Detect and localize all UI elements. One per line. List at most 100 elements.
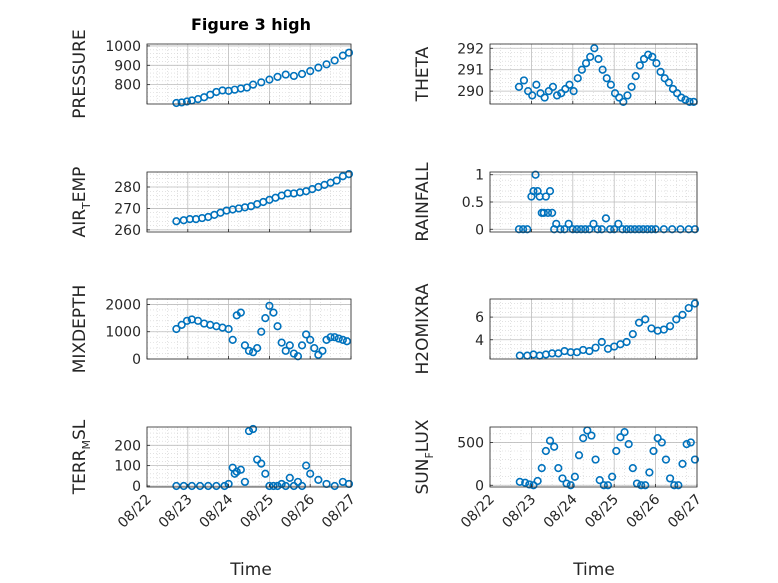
data-point [672, 315, 681, 324]
series-markers [172, 301, 352, 361]
data-point [649, 446, 658, 456]
data-point [622, 337, 631, 347]
data-point [265, 481, 274, 491]
data-point [261, 313, 270, 323]
data-point [647, 225, 656, 234]
data-point [177, 98, 186, 107]
data-point [297, 341, 307, 350]
data-point [232, 467, 241, 476]
data-point [523, 87, 533, 96]
y-tick-label: 800 [114, 78, 141, 94]
y-axis-label: PRESSURE [70, 29, 90, 118]
data-point [630, 225, 640, 234]
data-point [628, 329, 637, 339]
data-point [665, 474, 675, 483]
y-tick-label: 0 [132, 479, 141, 495]
axes-box [146, 171, 352, 233]
axes-box [146, 426, 352, 488]
data-point [618, 225, 627, 234]
y-tick-label: 0 [475, 222, 484, 238]
data-point [228, 335, 237, 345]
data-point [610, 225, 619, 234]
data-point [620, 428, 629, 437]
data-point [550, 442, 559, 451]
data-point [635, 61, 644, 70]
data-point [608, 472, 617, 481]
data-point [558, 474, 567, 483]
data-point [539, 208, 548, 218]
series-markers [514, 170, 700, 234]
data-point [543, 208, 553, 218]
x-tick-label: 08/25 [237, 492, 277, 532]
data-point [265, 75, 274, 84]
data-point [531, 170, 540, 179]
subplot-second-right: 0 0.5 1 RAINFALL [413, 162, 700, 242]
data-point [660, 74, 669, 83]
data-point [589, 219, 598, 228]
y-axis-label-main: PRESSURE [70, 29, 90, 118]
data-point [565, 80, 574, 89]
data-point [545, 186, 555, 196]
data-point [523, 225, 532, 234]
series-markers [172, 48, 354, 108]
data-point [626, 225, 635, 234]
data-point [182, 316, 192, 325]
data-point [224, 324, 233, 334]
data-point [576, 225, 586, 234]
data-point [594, 54, 603, 64]
axes-box [489, 43, 698, 105]
grid [146, 44, 352, 105]
data-point [244, 426, 254, 436]
data-point [236, 465, 245, 474]
data-point [302, 461, 311, 470]
data-point [614, 219, 623, 228]
data-point [678, 310, 687, 319]
data-point [172, 217, 181, 226]
data-point [273, 481, 282, 491]
x-tick-label: 08/27 [319, 492, 359, 532]
data-point [179, 481, 188, 491]
y-axis-label-main: H2OMIXRA [413, 283, 433, 374]
y-tick-label: 900 [114, 58, 141, 74]
data-point [577, 65, 587, 74]
x-tick-label: 08/22 [115, 492, 155, 532]
y-axis-label-subscript: M [80, 440, 93, 450]
data-point [595, 476, 604, 485]
data-point [668, 225, 677, 234]
axes-box [146, 43, 352, 105]
data-point [529, 186, 538, 196]
data-point [332, 176, 341, 185]
data-point [273, 72, 282, 82]
data-point [606, 80, 615, 89]
data-point [610, 89, 620, 98]
data-point [297, 481, 307, 491]
y-axis-label-subscript: F [423, 452, 436, 458]
data-point [645, 468, 654, 477]
data-point [248, 80, 258, 89]
data-point [306, 335, 315, 345]
data-point [627, 82, 636, 91]
data-point [677, 93, 686, 102]
data-point [643, 225, 652, 234]
y-axis-label: SUNFLUX [413, 419, 436, 494]
data-point [579, 434, 588, 443]
data-point [641, 315, 650, 324]
data-point [648, 52, 657, 61]
data-point [521, 478, 530, 487]
y-tick-label: 0 [475, 478, 484, 494]
y-tick-label: 0 [132, 352, 141, 368]
data-point [533, 476, 542, 486]
data-point [248, 348, 258, 357]
y-axis-label-rest: SL [70, 419, 90, 440]
data-point [587, 431, 596, 440]
data-point [314, 63, 323, 72]
data-point [515, 477, 524, 486]
data-point [306, 66, 315, 76]
data-point [684, 303, 693, 313]
data-point [554, 464, 563, 473]
data-point [593, 225, 602, 234]
data-point [585, 225, 594, 234]
data-point [622, 225, 631, 234]
data-point [603, 481, 613, 490]
data-point [322, 60, 331, 69]
